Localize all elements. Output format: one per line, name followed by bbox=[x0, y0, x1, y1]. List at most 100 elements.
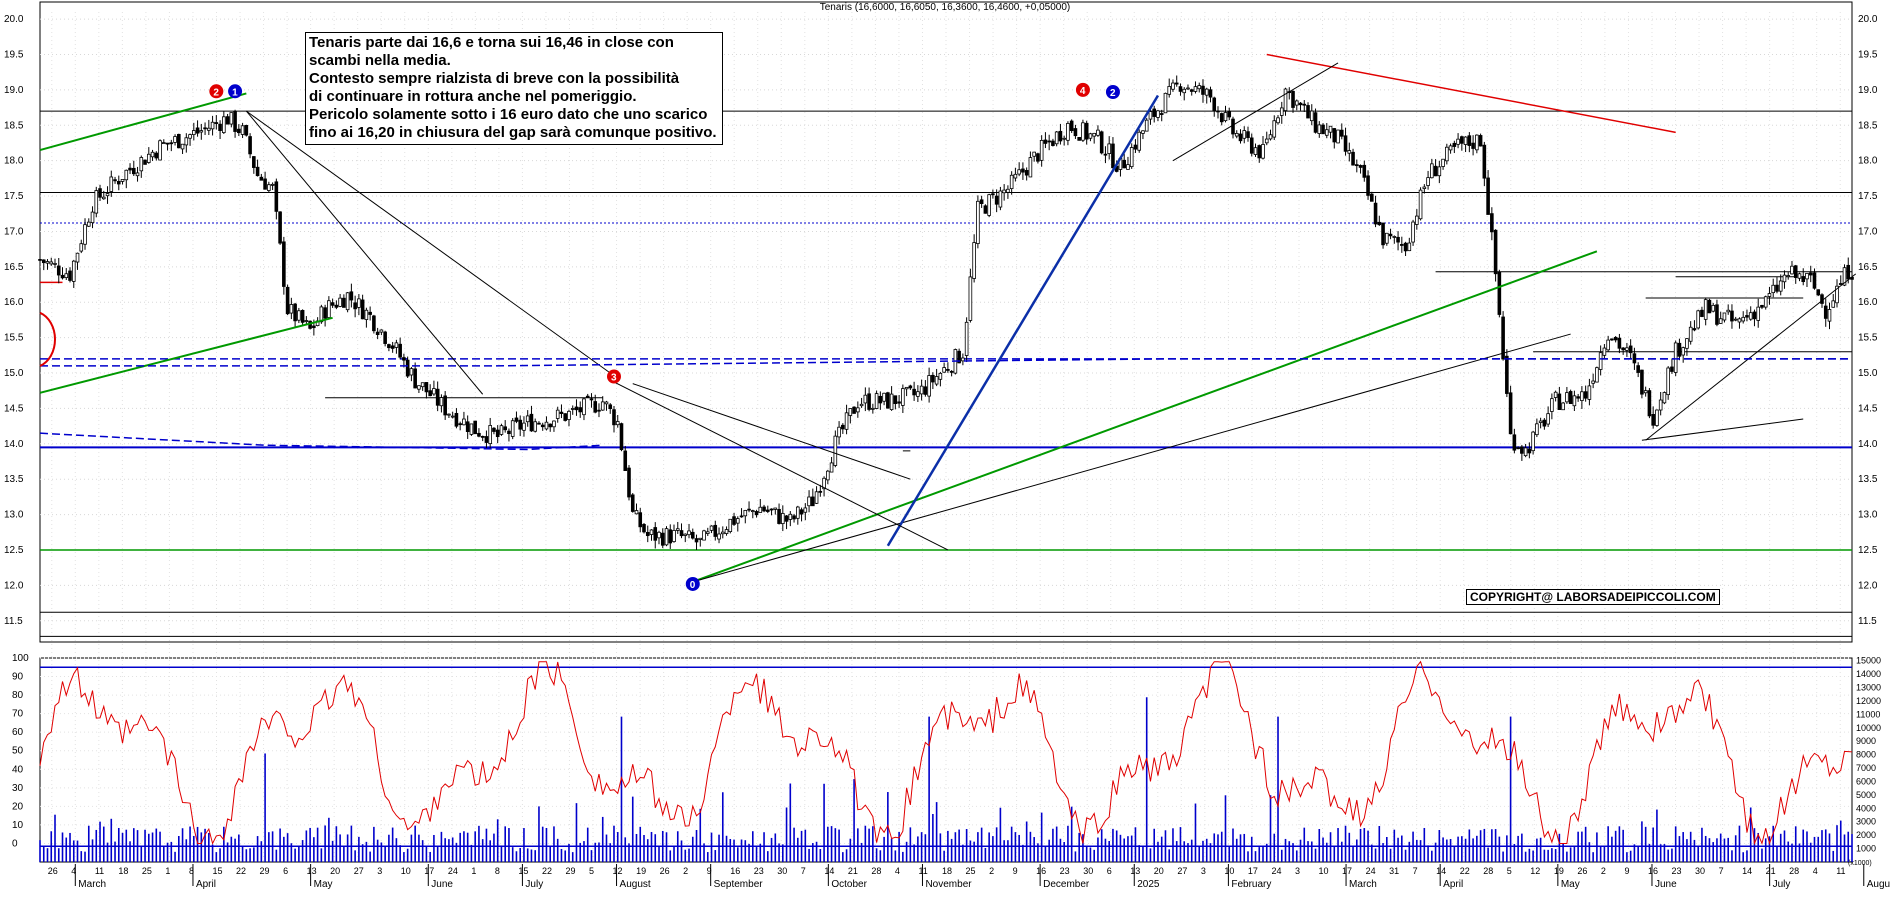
candle-body bbox=[293, 303, 297, 322]
candle-body bbox=[432, 388, 436, 395]
x-month-label: July bbox=[525, 879, 543, 890]
candle-body bbox=[1632, 353, 1637, 364]
candle-body bbox=[927, 375, 931, 397]
candle-body bbox=[567, 410, 571, 421]
annotation-line: Tenaris parte dai 16,6 e torna sui 16,46… bbox=[309, 34, 674, 51]
candle-body bbox=[79, 243, 84, 252]
wave-count-marker bbox=[685, 576, 700, 591]
price-tick-label-left: 15.0 bbox=[4, 368, 24, 379]
candle-body bbox=[1463, 136, 1468, 145]
x-day-tick-label: 8 bbox=[189, 866, 194, 876]
x-day-tick-label: 11 bbox=[95, 866, 104, 876]
candle-body bbox=[668, 529, 673, 544]
candle-body bbox=[402, 357, 406, 361]
price-tick-label-right: 19.5 bbox=[1858, 49, 1878, 60]
candle-body bbox=[1051, 140, 1055, 146]
candle-body bbox=[405, 359, 410, 377]
price-tick-label-left: 17.5 bbox=[4, 191, 24, 202]
candle-body bbox=[180, 143, 185, 150]
x-day-tick-label: 22 bbox=[542, 866, 552, 876]
candle-body bbox=[1441, 158, 1445, 167]
candle-body bbox=[916, 391, 920, 397]
candle-body bbox=[788, 513, 793, 520]
candle-body bbox=[732, 516, 736, 525]
candle-body bbox=[75, 252, 80, 263]
candle-body bbox=[533, 421, 538, 432]
candle-body bbox=[465, 421, 470, 432]
candle-body bbox=[1058, 130, 1063, 142]
x-day-tick-label: 27 bbox=[354, 866, 364, 876]
candle-body bbox=[383, 331, 387, 344]
candle-body bbox=[1606, 339, 1610, 351]
candle-body bbox=[600, 401, 605, 411]
x-month-label: April bbox=[1443, 879, 1463, 890]
candle-body bbox=[1797, 273, 1802, 279]
candle-body bbox=[983, 205, 988, 214]
candle-body bbox=[799, 509, 804, 515]
candle-body bbox=[1467, 135, 1472, 146]
price-tick-label-left: 13.5 bbox=[4, 474, 24, 485]
candle-body bbox=[1328, 125, 1333, 133]
x-day-tick-label: 10 bbox=[401, 866, 411, 876]
price-pane-frame bbox=[39, 1, 1853, 643]
candle-body bbox=[1193, 86, 1198, 92]
candle-body bbox=[1291, 90, 1295, 108]
candle-body bbox=[1550, 398, 1554, 412]
candle-body bbox=[1591, 380, 1595, 384]
candle-body bbox=[368, 311, 372, 315]
candle-body bbox=[1392, 236, 1397, 238]
candle-body bbox=[1283, 88, 1288, 112]
candle-body bbox=[1201, 85, 1205, 95]
candle-body bbox=[1054, 131, 1059, 145]
x-day-tick-label: 5 bbox=[589, 866, 594, 876]
candle-body bbox=[548, 423, 553, 428]
x-day-tick-label: 1 bbox=[471, 866, 476, 876]
candle-body bbox=[1422, 186, 1427, 189]
candle-body bbox=[578, 407, 583, 413]
candle-body bbox=[71, 260, 76, 282]
candle-body bbox=[604, 401, 609, 405]
x-month-label: July bbox=[1773, 879, 1791, 890]
candle-body bbox=[634, 510, 639, 515]
candle-body bbox=[146, 153, 151, 163]
candle-body bbox=[901, 388, 905, 406]
x-day-tick-label: 30 bbox=[777, 866, 787, 876]
candle-body bbox=[1741, 316, 1746, 322]
candle-body bbox=[1726, 309, 1730, 313]
candle-body bbox=[1557, 393, 1562, 410]
x-day-tick-label: 9 bbox=[1013, 866, 1018, 876]
candle-body bbox=[297, 310, 301, 321]
candle-body bbox=[709, 525, 714, 531]
candle-body bbox=[131, 167, 136, 175]
candle-body bbox=[1385, 232, 1389, 244]
candle-body bbox=[56, 265, 61, 276]
wave-count-marker bbox=[209, 84, 224, 99]
candle-body bbox=[837, 426, 841, 438]
x-day-tick-label: 28 bbox=[1483, 866, 1493, 876]
trendline bbox=[1266, 53, 1676, 134]
candle-body bbox=[1426, 177, 1430, 186]
candle-body bbox=[1347, 150, 1352, 154]
x-month-label: August bbox=[620, 879, 651, 890]
candle-body bbox=[83, 224, 87, 245]
candle-body bbox=[1366, 175, 1370, 196]
candle-body bbox=[1733, 318, 1738, 321]
volume-tick-label: 2000 bbox=[1856, 830, 1876, 840]
candle-body bbox=[1621, 347, 1625, 351]
candle-body bbox=[454, 412, 459, 427]
candle-body bbox=[1264, 138, 1269, 144]
candle-body bbox=[345, 292, 350, 311]
candle-body bbox=[1159, 113, 1164, 115]
trendline bbox=[692, 333, 1571, 583]
candle-body bbox=[1373, 202, 1378, 225]
candle-body bbox=[1497, 271, 1502, 315]
volume-tick-label: 9000 bbox=[1856, 736, 1876, 746]
price-tick-label-left: 11.5 bbox=[4, 616, 23, 627]
candle-body bbox=[473, 420, 477, 435]
candle-body bbox=[1403, 242, 1408, 252]
price-tick-label-left: 12.5 bbox=[4, 545, 24, 556]
candle-body bbox=[593, 401, 598, 413]
candle-body bbox=[653, 527, 658, 541]
candle-body bbox=[210, 121, 215, 130]
candle-body bbox=[1561, 402, 1565, 411]
